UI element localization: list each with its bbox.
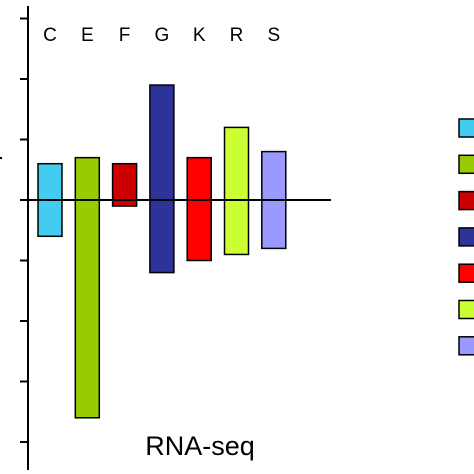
- category-label-F: F: [119, 25, 131, 46]
- category-label-G: G: [155, 25, 170, 46]
- legend-swatch: [458, 154, 474, 175]
- bar-F: [111, 162, 138, 207]
- category-label-C: C: [43, 25, 57, 46]
- bar-K: [186, 156, 212, 262]
- category-label-R: R: [230, 25, 244, 46]
- bar-G: [149, 84, 175, 274]
- legend-group: [458, 118, 474, 356]
- legend-swatch: [458, 118, 474, 138]
- bar-E: [74, 156, 101, 419]
- chart-title: RNA-seq: [145, 431, 255, 461]
- legend-swatch: [458, 299, 474, 320]
- legend-swatch: [458, 263, 474, 283]
- bar-R: [223, 126, 250, 256]
- y-axis-group: [0, 6, 29, 470]
- category-label-S: S: [267, 25, 280, 46]
- legend-swatch: [458, 190, 474, 211]
- legend-swatch: [458, 227, 474, 247]
- category-label-K: K: [193, 25, 206, 46]
- category-label-E: E: [81, 25, 94, 46]
- legend-swatch: [458, 336, 474, 356]
- bars-group: [28, 84, 331, 419]
